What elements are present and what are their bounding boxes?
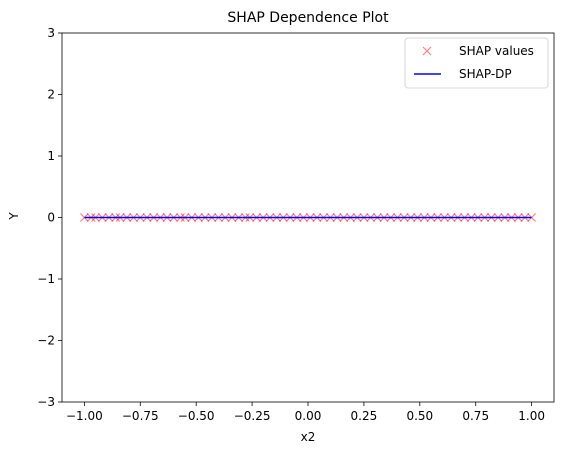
x-axis: −1.00 −0.75 −0.50 −0.25 0.00 0.25 0.50 0.75 1.00 bbox=[66, 402, 545, 423]
x-axis-label: x2 bbox=[301, 430, 316, 444]
y-tick-label: −3 bbox=[37, 395, 55, 409]
x-tick-label: 0.75 bbox=[462, 409, 489, 423]
x-tick-label: −0.50 bbox=[178, 409, 215, 423]
x-tick-label: −0.75 bbox=[122, 409, 159, 423]
y-tick-label: −1 bbox=[37, 272, 55, 286]
legend-label-shap-values: SHAP values bbox=[459, 44, 534, 58]
y-tick-label: −2 bbox=[37, 334, 55, 348]
y-tick-label: 2 bbox=[47, 88, 55, 102]
x-tick-label: 0.00 bbox=[295, 409, 322, 423]
x-tick-label: −1.00 bbox=[66, 409, 103, 423]
legend: SHAP values SHAP-DP bbox=[404, 37, 549, 89]
y-tick-label: 0 bbox=[47, 211, 55, 225]
y-axis-label: Y bbox=[7, 212, 21, 221]
legend-marker-shap-values bbox=[422, 46, 432, 56]
y-tick-label: 1 bbox=[47, 149, 55, 163]
x-tick-label: 1.00 bbox=[518, 409, 545, 423]
legend-label-shap-dp: SHAP-DP bbox=[459, 67, 512, 81]
series-layer bbox=[79, 213, 537, 222]
y-axis: −3 −2 −1 0 1 2 3 bbox=[37, 26, 62, 409]
x-tick-label: 0.50 bbox=[406, 409, 433, 423]
x-tick-label: −0.25 bbox=[234, 409, 271, 423]
y-tick-label: 3 bbox=[47, 26, 55, 40]
chart-title: SHAP Dependence Plot bbox=[227, 10, 389, 26]
legend-box bbox=[404, 37, 549, 89]
x-tick-label: 0.25 bbox=[351, 409, 378, 423]
